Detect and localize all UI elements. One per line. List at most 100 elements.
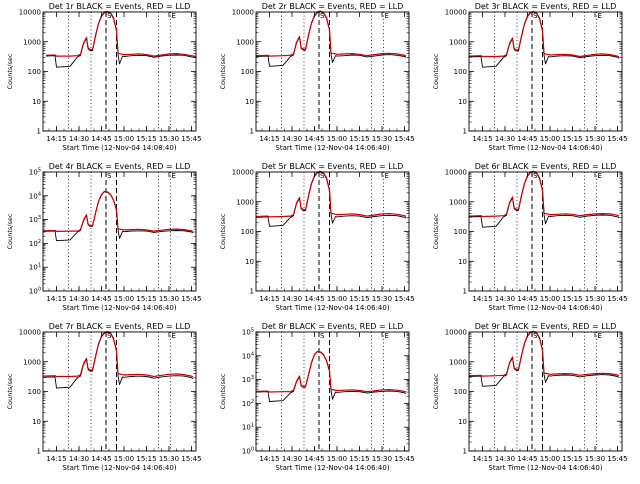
y-tick-label: 100 — [242, 447, 254, 456]
y-tick-label: 10 — [245, 98, 254, 106]
lld-series-line — [468, 10, 620, 58]
y-tick-label: 10000 — [19, 329, 41, 337]
chart-title: Det 7r BLACK = Events, RED = LLD — [49, 322, 191, 331]
y-tick-label: 105 — [29, 168, 41, 177]
plot-frame — [255, 171, 410, 292]
detector-panel: Det 6r BLACK = Events, RED = LLD S E 1 10 100… — [426, 160, 639, 320]
detector-panel: Det 2r BLACK = Events, RED = LLD S E 1 10 100… — [213, 0, 426, 160]
x-tick-label: 15:15 — [349, 295, 369, 303]
detector-panel: Det 3r BLACK = Events, RED = LLD S E 1 10 100… — [426, 0, 639, 160]
x-tick-label: 14:30 — [495, 295, 515, 303]
x-tick-label: 15:45 — [394, 135, 414, 143]
y-tick-label: 100 — [454, 388, 467, 396]
y-tick-label: 10 — [32, 418, 41, 426]
x-tick-label: 14:30 — [69, 455, 89, 463]
chart-title: Det 2r BLACK = Events, RED = LLD — [262, 2, 404, 11]
y-tick-label: 104 — [242, 351, 254, 360]
y-axis-label: Counts/sec — [432, 53, 440, 89]
plot-frame — [42, 171, 197, 292]
x-tick-label: 15:45 — [181, 135, 201, 143]
y-tick-label: 10000 — [19, 9, 41, 17]
event-marker-label: E — [172, 12, 176, 20]
x-tick-label: 15:15 — [136, 295, 156, 303]
chart-title: Det 3r BLACK = Events, RED = LLD — [475, 2, 617, 11]
x-tick-label: 15:30 — [585, 295, 605, 303]
plot-frame — [468, 171, 623, 292]
x-tick-label: 15:30 — [585, 135, 605, 143]
lld-series-line — [468, 330, 620, 377]
y-tick-label: 1 — [250, 128, 254, 136]
x-tick-label: 15:45 — [394, 455, 414, 463]
x-tick-label: 15:45 — [181, 295, 201, 303]
event-marker-label: S — [320, 172, 325, 180]
detector-panel: Det 9r BLACK = Events, RED = LLD S E 1 10 100… — [426, 320, 639, 480]
y-tick-label: 1 — [250, 288, 254, 296]
x-tick-label: 14:15 — [259, 455, 279, 463]
event-marker-label: E — [598, 172, 602, 180]
x-tick-label: 14:45 — [517, 295, 537, 303]
y-tick-label: 100 — [28, 68, 41, 76]
x-tick-label: 15:45 — [607, 135, 627, 143]
lld-series-line — [255, 350, 407, 393]
x-tick-label: 15:45 — [181, 455, 201, 463]
y-tick-label: 10000 — [445, 329, 467, 337]
x-axis-label: Start Time (12-Nov-04 14:06:40) — [488, 464, 602, 472]
x-axis-label: Start Time (12-Nov-04 14:06:40) — [62, 464, 176, 472]
y-tick-label: 100 — [241, 228, 254, 236]
y-tick-label: 10 — [458, 258, 467, 266]
plot-frame — [255, 331, 410, 452]
y-tick-label: 1000 — [236, 198, 254, 206]
lld-series-line — [255, 170, 407, 218]
x-tick-label: 15:45 — [394, 295, 414, 303]
x-tick-label: 15:15 — [136, 135, 156, 143]
x-axis-label: Start Time (12-Nov-04 14:06:40) — [488, 144, 602, 152]
x-axis-label: Start Time (12-Nov-04 14:06:40) — [275, 144, 389, 152]
x-tick-label: 14:15 — [46, 455, 66, 463]
x-tick-label: 14:15 — [259, 135, 279, 143]
y-axis-label: Counts/sec — [432, 373, 440, 409]
x-tick-label: 14:15 — [472, 455, 492, 463]
x-tick-label: 15:30 — [372, 135, 392, 143]
y-tick-label: 10000 — [445, 169, 467, 177]
x-tick-label: 14:30 — [282, 135, 302, 143]
event-marker-label: S — [107, 172, 112, 180]
y-tick-label: 100 — [454, 68, 467, 76]
event-marker-label: E — [598, 12, 602, 20]
y-axis-label: Counts/sec — [6, 373, 14, 409]
x-tick-label: 15:15 — [349, 455, 369, 463]
x-tick-label: 14:30 — [282, 455, 302, 463]
y-tick-label: 100 — [29, 287, 41, 296]
lld-series-line — [42, 331, 194, 378]
x-tick-label: 15:00 — [327, 135, 347, 143]
x-tick-label: 15:00 — [114, 135, 134, 143]
x-tick-label: 14:15 — [46, 135, 66, 143]
x-tick-label: 15:00 — [327, 455, 347, 463]
x-axis-label: Start Time (12-Nov-04 14:08:40) — [62, 144, 176, 152]
detector-panel: Det 8r BLACK = Events, RED = LLD S E 100 101… — [213, 320, 426, 480]
x-tick-label: 14:45 — [91, 295, 111, 303]
y-tick-label: 10 — [458, 98, 467, 106]
x-tick-label: 15:45 — [607, 455, 627, 463]
x-tick-label: 14:45 — [304, 135, 324, 143]
y-tick-label: 102 — [29, 239, 41, 248]
event-marker-label: S — [107, 332, 112, 340]
chart-title: Det 1r BLACK = Events, RED = LLD — [49, 2, 191, 11]
y-tick-label: 10000 — [232, 169, 254, 177]
chart-title: Det 4r BLACK = Events, RED = LLD — [49, 162, 191, 171]
x-tick-label: 15:00 — [540, 135, 560, 143]
lld-series-line — [468, 170, 620, 218]
event-marker-label: E — [172, 172, 176, 180]
x-tick-label: 15:00 — [114, 295, 134, 303]
event-marker-label: S — [107, 12, 112, 20]
events-series-line — [255, 351, 407, 402]
event-marker-label: S — [533, 172, 538, 180]
x-tick-label: 14:45 — [91, 455, 111, 463]
x-tick-label: 15:30 — [159, 135, 179, 143]
event-marker-label: E — [385, 332, 389, 340]
chart-title: Det 5r BLACK = Events, RED = LLD — [262, 162, 404, 171]
x-tick-label: 15:00 — [114, 455, 134, 463]
